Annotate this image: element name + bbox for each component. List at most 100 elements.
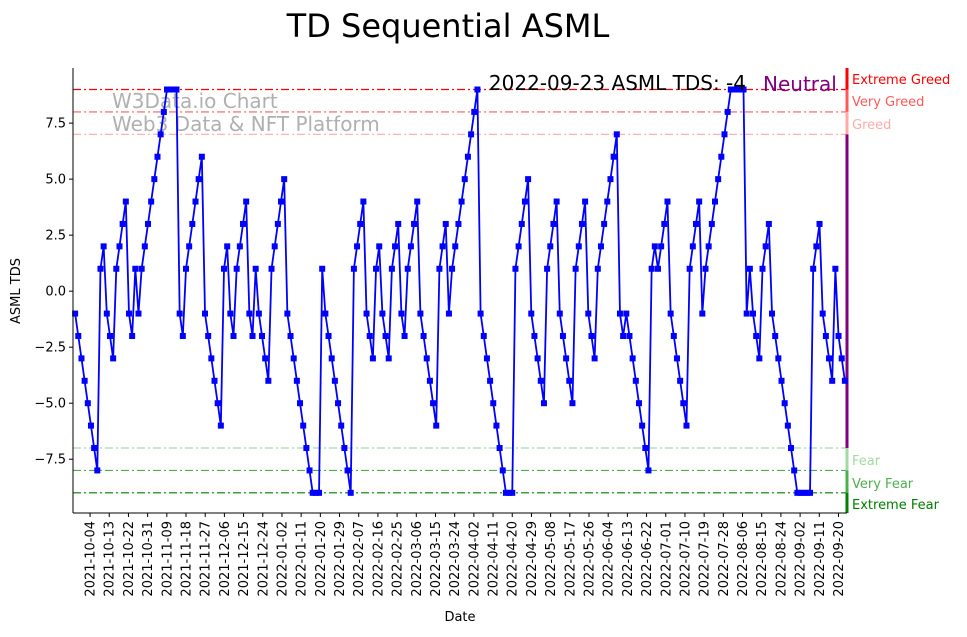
- annotation-text: 2022-09-23 ASML TDS: -4: [489, 71, 746, 95]
- data-point: [727, 86, 734, 93]
- data-point: [297, 400, 304, 407]
- watermark-line-2: Web3 Data & NFT Platform: [112, 112, 380, 136]
- data-point: [306, 467, 313, 474]
- data-point: [154, 153, 161, 160]
- data-point: [72, 310, 79, 317]
- x-tick-label: 2021-11-09: [160, 521, 175, 597]
- data-point: [582, 198, 589, 205]
- data-point: [658, 243, 665, 250]
- reference-label-very-fear: Very Fear: [852, 477, 914, 492]
- data-point: [819, 310, 826, 317]
- data-point: [483, 355, 490, 362]
- data-point: [572, 265, 579, 272]
- data-point: [803, 489, 810, 496]
- data-point: [214, 400, 221, 407]
- x-tick-label: 2022-09-02: [794, 521, 809, 597]
- data-point: [632, 377, 639, 384]
- data-point: [686, 265, 693, 272]
- data-point: [604, 198, 611, 205]
- data-point: [553, 198, 560, 205]
- data-point: [163, 86, 170, 93]
- x-tick-label: 2022-03-15: [429, 521, 444, 597]
- data-point: [392, 243, 399, 250]
- data-point: [521, 198, 528, 205]
- data-point: [388, 265, 395, 272]
- data-point: [179, 332, 186, 339]
- x-tick-label: 2021-11-18: [180, 521, 195, 597]
- data-point: [354, 243, 361, 250]
- data-point: [373, 265, 380, 272]
- data-point: [493, 422, 500, 429]
- x-tick-label: 2021-11-27: [199, 521, 214, 597]
- data-point: [274, 220, 281, 227]
- x-tick-label: 2022-06-04: [602, 521, 617, 597]
- data-point: [439, 243, 446, 250]
- data-point: [103, 310, 110, 317]
- data-point: [813, 243, 820, 250]
- data-point: [208, 355, 215, 362]
- data-point: [670, 332, 677, 339]
- data-point: [616, 310, 623, 317]
- data-point: [635, 400, 642, 407]
- data-point: [610, 153, 617, 160]
- reference-label-extreme-greed: Extreme Greed: [852, 73, 950, 88]
- data-point: [293, 377, 300, 384]
- data-point: [357, 220, 364, 227]
- data-point: [692, 220, 699, 227]
- data-point: [221, 265, 228, 272]
- data-point: [455, 220, 462, 227]
- data-point: [249, 332, 256, 339]
- data-point: [569, 400, 576, 407]
- data-point: [667, 310, 674, 317]
- reference-label-fear: Fear: [852, 454, 881, 469]
- data-point: [575, 243, 582, 250]
- data-point: [119, 220, 126, 227]
- data-point: [436, 265, 443, 272]
- data-point: [826, 355, 833, 362]
- data-point: [778, 377, 785, 384]
- data-point: [198, 153, 205, 160]
- data-point: [84, 400, 91, 407]
- data-point: [474, 86, 481, 93]
- data-point: [224, 243, 231, 250]
- data-point: [841, 377, 848, 384]
- data-point: [246, 310, 253, 317]
- data-point: [724, 108, 731, 115]
- data-point: [271, 243, 278, 250]
- data-point: [512, 265, 519, 272]
- data-point: [113, 265, 120, 272]
- x-tick-label: 2022-07-10: [678, 521, 693, 597]
- data-point: [445, 310, 452, 317]
- data-point: [328, 355, 335, 362]
- x-tick-label: 2022-04-29: [525, 521, 540, 597]
- data-point: [626, 332, 633, 339]
- data-point: [211, 377, 218, 384]
- data-point: [189, 220, 196, 227]
- data-point: [642, 445, 649, 452]
- data-point: [769, 310, 776, 317]
- x-tick-label: 2022-04-11: [487, 521, 502, 597]
- data-point: [838, 355, 845, 362]
- data-point: [502, 489, 509, 496]
- data-point: [677, 377, 684, 384]
- data-point: [585, 310, 592, 317]
- x-tick-label: 2022-04-02: [467, 521, 482, 597]
- data-point: [734, 86, 741, 93]
- data-point: [471, 108, 478, 115]
- data-point: [540, 400, 547, 407]
- data-point: [236, 243, 243, 250]
- data-point: [591, 355, 598, 362]
- data-point: [578, 220, 585, 227]
- x-tick-label: 2022-05-08: [544, 521, 559, 597]
- data-point: [411, 220, 418, 227]
- data-point: [639, 422, 646, 429]
- data-point: [534, 355, 541, 362]
- data-point: [78, 355, 85, 362]
- data-point: [708, 220, 715, 227]
- data-point: [468, 131, 475, 138]
- data-point: [816, 220, 823, 227]
- y-tick-label: 7.5: [45, 117, 66, 132]
- data-point: [461, 176, 468, 183]
- y-tick-label: 5.0: [45, 173, 66, 188]
- data-point: [94, 467, 101, 474]
